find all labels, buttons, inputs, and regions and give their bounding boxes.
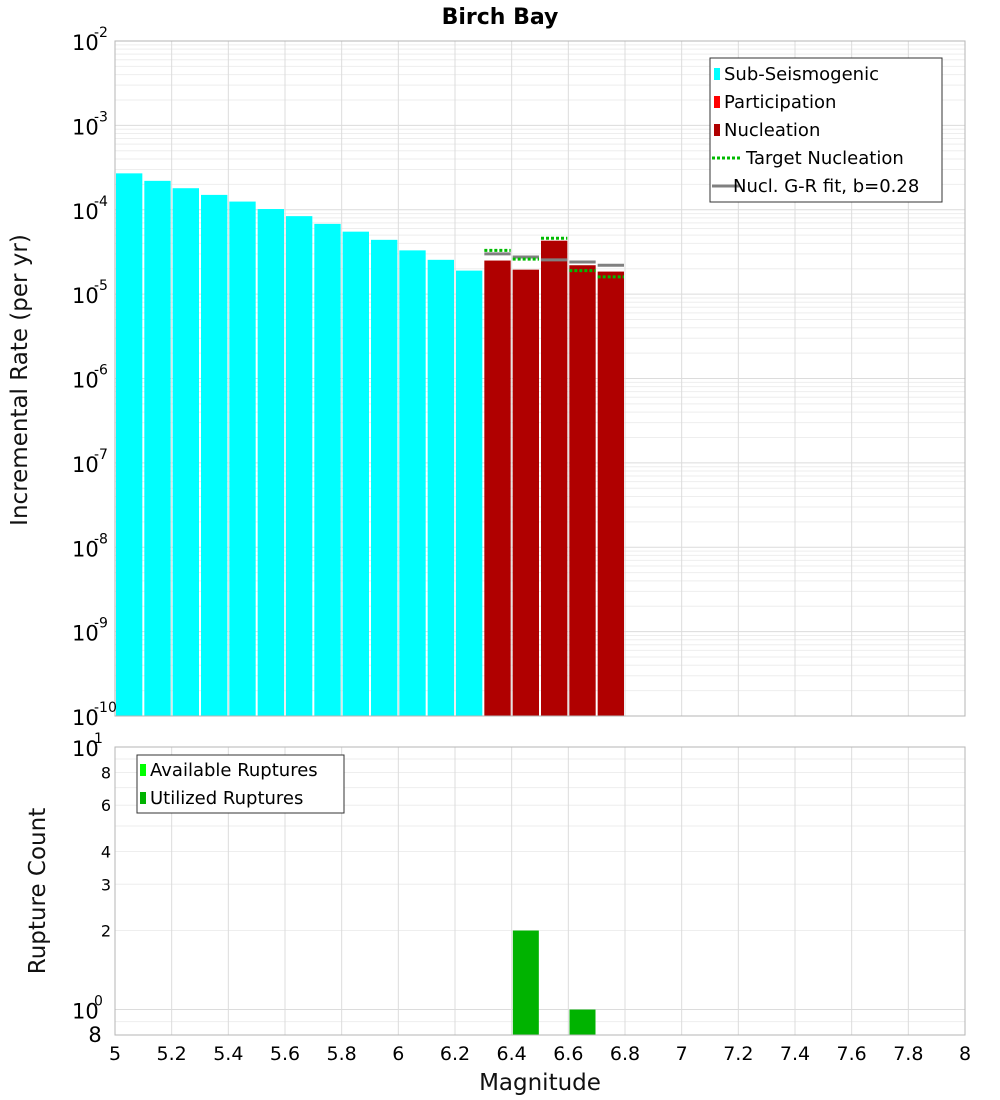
bottom-y-minor-tick-label: 2 (101, 922, 111, 941)
top-y-tick-exponent: -4 (94, 194, 108, 210)
x-tick-label: 6.4 (497, 1043, 527, 1065)
x-tick-label: 7 (676, 1043, 688, 1065)
sub-seismogenic-bar (257, 209, 284, 716)
legend-label: Nucleation (724, 120, 820, 141)
top-y-tick-label: 10 (72, 369, 99, 393)
sub-seismogenic-bar (371, 239, 398, 716)
top-legend: Sub-Seismogenic Participation Nucleation Ta… (709, 57, 943, 203)
top-plot-frame (114, 40, 966, 717)
top-y-axis-title: Incremental Rate (per yr) (7, 234, 33, 526)
x-tick-label: 6.8 (610, 1043, 640, 1065)
legend-label: Sub-Seismogenic (724, 64, 879, 85)
nucleation-bar (569, 265, 596, 716)
top-y-tick-exponent: -6 (94, 363, 108, 379)
x-tick-label: 5 (109, 1043, 121, 1065)
nucleation-bar (484, 260, 511, 716)
utilized-ruptures-bar (512, 930, 539, 1035)
x-tick-label: 7.2 (723, 1043, 753, 1065)
x-tick-label: 7.6 (837, 1043, 867, 1065)
top-panel-grid (114, 40, 966, 717)
x-tick-label: 6 (392, 1043, 404, 1065)
legend-label: Utilized Ruptures (150, 788, 303, 809)
legend-swatch (140, 792, 146, 804)
legend-label: Nucl. G-R fit, b=0.28 (733, 176, 919, 197)
top-y-tick-exponent: -2 (94, 25, 108, 41)
bottom-y-minor-tick-label: 6 (101, 796, 111, 815)
bottom-y-tick-exponent: 0 (94, 994, 103, 1010)
bottom-panel-bars (512, 930, 596, 1035)
top-y-tick-exponent: -3 (94, 109, 108, 125)
x-tick-label: 6.2 (440, 1043, 470, 1065)
sub-seismogenic-bar (286, 216, 313, 717)
nucleation-bar (541, 240, 568, 717)
bottom-legend: Available Ruptures Utilized Ruptures (136, 754, 345, 814)
sub-seismogenic-bar (342, 231, 369, 716)
sub-seismogenic-bar (399, 250, 426, 717)
top-y-tick-label: 10 (72, 284, 99, 308)
top-y-tick-labels: 10-210-310-410-510-610-710-810-910-10 (72, 25, 117, 730)
legend-label: Participation (724, 92, 836, 113)
x-tick-labels: 5 5.2 5.4 5.6 5.8 6 6.2 6.4 6.6 6.8 7 7.2 7.4 7.6 7.8 8 (109, 1043, 971, 1065)
top-y-tick-exponent: -7 (94, 447, 108, 463)
x-axis-title: Magnitude (479, 1070, 601, 1096)
x-tick-label: 5.6 (270, 1043, 300, 1065)
top-y-tick-label: 10 (72, 622, 99, 646)
x-tick-label: 5.8 (327, 1043, 357, 1065)
utilized-ruptures-bar (569, 1009, 596, 1035)
sub-seismogenic-bar (427, 259, 454, 716)
bottom-y-tick-label: 10 (72, 1000, 99, 1024)
x-tick-label: 8 (959, 1043, 971, 1065)
top-y-tick-label: 10 (72, 200, 99, 224)
top-y-tick-label: 10 (72, 31, 99, 55)
legend-label: Target Nucleation (745, 148, 904, 169)
legend-swatch (714, 124, 720, 136)
bottom-y-tick-label: 10 (72, 737, 99, 761)
x-tick-label: 5.2 (157, 1043, 187, 1065)
x-tick-label: 5.4 (213, 1043, 243, 1065)
sub-seismogenic-bar (201, 194, 228, 716)
sub-seismogenic-bar (144, 180, 171, 716)
top-y-tick-exponent: -10 (94, 700, 117, 716)
x-tick-label: 6.6 (553, 1043, 583, 1065)
bottom-y-tick-exponent: 1 (94, 731, 103, 747)
nucleation-bar (597, 271, 624, 716)
bottom-y-minor-tick-label: 4 (101, 842, 111, 861)
sub-seismogenic-bar (314, 223, 341, 716)
top-panel-lines (484, 236, 624, 279)
bottom-y-minor-tick-label: 8 (101, 763, 111, 782)
legend-swatch (714, 68, 720, 80)
top-y-tick-label: 10 (72, 115, 99, 139)
legend-swatch (140, 764, 146, 776)
x-tick-label: 7.8 (893, 1043, 923, 1065)
sub-seismogenic-bar (229, 201, 256, 716)
chart-title: Birch Bay (442, 5, 559, 30)
bottom-y-minor-tick-label: 8 (88, 1023, 101, 1047)
top-y-tick-label: 10 (72, 537, 99, 561)
sub-seismogenic-bar (172, 188, 199, 717)
top-y-tick-exponent: -8 (94, 531, 108, 547)
sub-seismogenic-bar (456, 270, 483, 716)
bottom-plot-frame (114, 746, 966, 1036)
sub-seismogenic-bar (116, 173, 143, 716)
top-y-tick-label: 10 (72, 706, 99, 730)
x-tick-label: 7.4 (780, 1043, 810, 1065)
legend-swatch (714, 96, 720, 108)
bottom-y-axis-title: Rupture Count (25, 808, 51, 974)
top-y-tick-label: 10 (72, 453, 99, 477)
top-panel-bars (116, 173, 624, 717)
nucleation-bar (512, 269, 539, 716)
bottom-y-minor-tick-label: 3 (101, 875, 111, 894)
top-y-tick-exponent: -5 (94, 278, 108, 294)
legend-label: Available Ruptures (150, 760, 318, 781)
top-y-tick-exponent: -9 (94, 616, 108, 632)
